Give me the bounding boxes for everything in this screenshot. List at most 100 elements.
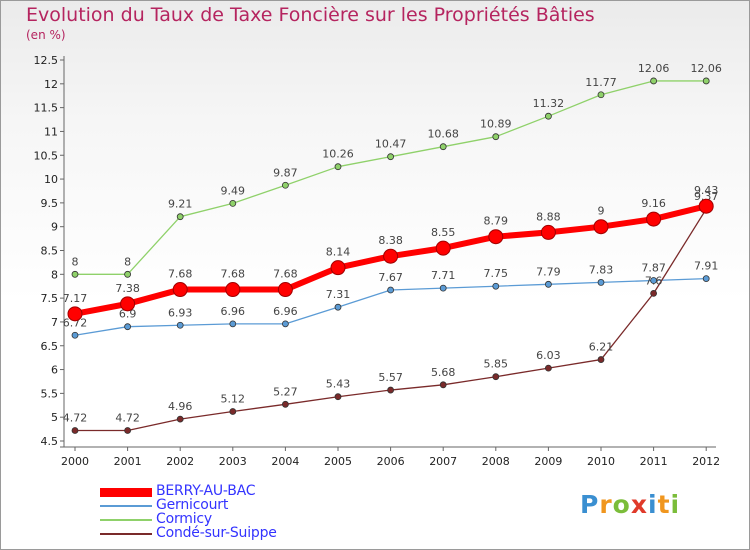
legend-swatch <box>100 533 152 535</box>
proxiti-logo: Proxiti <box>580 490 680 519</box>
data-label: 6.72 <box>63 316 88 329</box>
data-label: 9.21 <box>168 198 193 211</box>
y-tick-label: 9.5 <box>41 197 59 210</box>
data-point <box>702 275 710 282</box>
logo-letter: i <box>670 490 681 519</box>
data-label: 5.57 <box>378 371 403 384</box>
chart-subtitle: (en %) <box>26 28 66 42</box>
data-label: 7.6 <box>645 274 663 287</box>
data-label: 8.14 <box>326 246 351 259</box>
data-label: 5.27 <box>273 385 298 398</box>
data-label: 7.68 <box>168 268 193 281</box>
data-label: 6.96 <box>273 305 298 318</box>
data-point <box>281 320 289 328</box>
data-label: 9.87 <box>273 166 298 179</box>
data-point <box>176 415 184 423</box>
x-tick-label: 2009 <box>534 455 562 468</box>
data-label: 9 <box>598 205 605 218</box>
data-label: 9.37 <box>694 190 719 203</box>
data-point <box>172 282 188 298</box>
data-point <box>593 219 609 235</box>
data-label: 4.96 <box>168 400 193 413</box>
data-point <box>71 427 79 434</box>
y-tick-label: 12.5 <box>34 54 59 67</box>
data-point <box>597 279 605 286</box>
data-label: 10.89 <box>480 118 512 131</box>
data-point <box>281 181 289 189</box>
data-point <box>439 284 447 292</box>
y-tick-label: 5 <box>51 411 58 424</box>
legend-swatch <box>100 519 152 521</box>
y-tick-label: 8.5 <box>41 245 59 258</box>
data-point <box>439 381 447 389</box>
y-tick-label: 12 <box>44 78 58 91</box>
legend-swatch <box>100 505 152 507</box>
data-label: 7.67 <box>378 271 403 284</box>
data-label: 8.55 <box>431 226 456 239</box>
x-tick-label: 2010 <box>587 455 615 468</box>
data-point <box>334 163 342 171</box>
data-label: 8 <box>124 255 131 268</box>
legend-label: Cormicy <box>156 511 212 527</box>
data-label: 12.06 <box>690 62 722 75</box>
data-point <box>545 364 552 372</box>
data-point <box>387 286 395 294</box>
data-point <box>492 282 500 290</box>
data-label: 8 <box>72 255 79 268</box>
data-point <box>488 229 504 245</box>
data-point <box>439 143 447 151</box>
data-point <box>334 393 342 401</box>
data-label: 7.83 <box>589 263 614 276</box>
data-label: 10.26 <box>322 148 354 161</box>
y-tick-label: 5.5 <box>41 387 59 400</box>
data-point <box>71 270 79 278</box>
data-point <box>383 248 399 264</box>
logo-letter: o <box>612 490 631 519</box>
x-tick-label: 2005 <box>324 455 352 468</box>
data-point <box>71 331 79 339</box>
data-label: 5.12 <box>221 392 246 405</box>
x-tick-label: 2011 <box>640 455 668 468</box>
data-label: 9.49 <box>221 184 246 197</box>
data-label: 4.72 <box>115 412 140 425</box>
data-label: 6.96 <box>221 305 246 318</box>
x-tick-label: 2008 <box>482 455 510 468</box>
x-tick-label: 2000 <box>61 455 89 468</box>
y-tick-label: 7 <box>51 316 58 329</box>
x-tick-label: 2004 <box>271 455 299 468</box>
data-label: 8.88 <box>536 210 561 223</box>
data-point <box>120 296 136 312</box>
legend-swatch <box>100 488 152 497</box>
x-tick-label: 2012 <box>692 455 720 468</box>
data-point <box>277 282 293 298</box>
data-point <box>540 224 556 240</box>
logo-letter: r <box>599 490 613 519</box>
data-point <box>387 153 395 161</box>
data-label: 7.91 <box>694 260 719 273</box>
logo-letter: t <box>657 490 671 519</box>
data-point <box>334 303 342 311</box>
data-label: 7.71 <box>431 269 456 282</box>
data-point <box>67 306 83 322</box>
data-point <box>124 427 131 434</box>
data-label: 11.32 <box>533 97 565 110</box>
data-point <box>698 198 714 214</box>
x-tick-label: 2006 <box>377 455 405 468</box>
data-label: 7.38 <box>115 282 140 295</box>
data-label: 11.77 <box>585 76 617 89</box>
data-label: 5.85 <box>484 358 509 371</box>
x-tick-label: 2001 <box>114 455 142 468</box>
data-point <box>176 213 184 221</box>
data-label: 6.03 <box>536 349 561 362</box>
data-point <box>545 112 552 120</box>
data-label: 9.16 <box>641 197 666 210</box>
y-tick-label: 9 <box>51 221 58 234</box>
data-point <box>225 282 241 298</box>
data-point <box>650 277 657 284</box>
data-label: 4.72 <box>63 412 88 425</box>
data-label: 12.06 <box>638 62 670 75</box>
y-tick-label: 6 <box>51 364 58 377</box>
data-point <box>650 289 657 297</box>
data-point <box>229 408 237 415</box>
